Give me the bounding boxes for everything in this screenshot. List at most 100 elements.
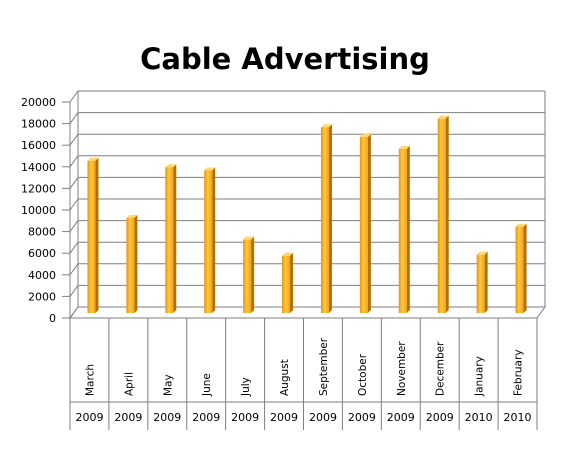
y-tick-label: 18000 [21, 118, 56, 131]
y-tick-label: 6000 [28, 247, 56, 260]
bar [165, 164, 177, 313]
side-wall-line [69, 112, 79, 124]
x-category-label: January [474, 356, 486, 397]
bar-side [367, 133, 371, 313]
bar-front [515, 226, 524, 313]
bar-front [359, 136, 368, 313]
x-category-label: April [123, 372, 135, 396]
x-category-label: March [84, 364, 96, 396]
bar-front [126, 217, 135, 313]
y-tick-label: 20000 [21, 96, 56, 109]
x-year-label: 2009 [270, 411, 298, 424]
bar-top [476, 251, 488, 255]
x-year-label: 2010 [504, 411, 532, 424]
y-tick-labels: 0 2000 4000 6000 8000 10000 12000 14000 16000 180… [21, 96, 56, 325]
x-category-label: December [435, 341, 447, 396]
bar-side [406, 145, 410, 313]
bar [398, 145, 410, 313]
bars [87, 115, 527, 314]
bar-top [165, 164, 177, 168]
x-year-label: 2010 [465, 411, 493, 424]
bar [87, 157, 99, 313]
y-tick-label: 12000 [21, 182, 56, 195]
bar-top [87, 157, 99, 161]
bar-front [398, 148, 407, 313]
bar-front [282, 255, 291, 313]
side-wall-line [69, 155, 79, 168]
bar-top [282, 252, 294, 256]
side-wall-line [69, 241, 79, 254]
bar [204, 167, 216, 313]
bar-front [476, 254, 485, 313]
bar-side [95, 157, 99, 313]
y-tick-label: 16000 [21, 139, 56, 152]
bar-front [165, 167, 174, 313]
bar-top [243, 236, 255, 240]
bar-side [523, 223, 527, 313]
bar-front [243, 239, 252, 313]
bar-side [251, 236, 255, 313]
y-tick-label: 4000 [28, 269, 56, 282]
x-category-label: August [279, 359, 291, 396]
x-year-label: 2009 [153, 411, 181, 424]
side-wall-line [69, 306, 79, 319]
bar-side [484, 251, 488, 313]
chart-title: Cable Advertising [140, 42, 430, 76]
bar-side [328, 124, 332, 314]
chart-floor [69, 306, 546, 319]
bar-top [398, 145, 410, 149]
bar [476, 251, 488, 313]
y-tick-label: 8000 [28, 226, 56, 239]
bar-top [126, 214, 138, 218]
x-year-label: 2009 [348, 411, 376, 424]
x-year-label: 2009 [192, 411, 220, 424]
bar [320, 124, 332, 314]
side-wall-line [69, 133, 79, 146]
side-wall-line [69, 90, 79, 103]
bar-front [320, 127, 329, 314]
y-tick-label: 10000 [21, 204, 56, 217]
bar [515, 223, 527, 313]
y-tick-label: 0 [49, 312, 56, 325]
axes [62, 91, 546, 319]
x-year-label: 2009 [387, 411, 415, 424]
side-wall-line [69, 285, 79, 297]
x-category-label: May [162, 374, 174, 396]
category-table: March 2009 April 2009 May 2009 June 2009 July 200… [69, 318, 538, 430]
bar-side [173, 164, 177, 313]
bar-top [437, 115, 449, 119]
bar [437, 115, 449, 313]
bar-top [515, 223, 527, 227]
x-year-label: 2009 [114, 411, 142, 424]
bar [243, 236, 255, 313]
x-year-label: 2009 [231, 411, 259, 424]
x-year-label: 2009 [75, 411, 103, 424]
x-category-label: October [357, 353, 369, 396]
bar-side [212, 167, 216, 313]
side-wall-line [69, 177, 79, 189]
bar-front [437, 118, 446, 313]
x-category-label: July [240, 377, 252, 397]
x-year-label: 2009 [309, 411, 337, 424]
x-category-label: September [318, 337, 330, 396]
bar [282, 252, 294, 313]
bar [126, 214, 138, 313]
side-wall-line [69, 220, 79, 232]
y-tick-label: 14000 [21, 161, 56, 174]
bar-front [87, 160, 96, 313]
x-year-label: 2009 [426, 411, 454, 424]
side-wall-line [69, 263, 79, 276]
bar-top [204, 167, 216, 171]
gridlines [69, 90, 546, 319]
x-category-label: February [513, 349, 525, 396]
bar-top [320, 124, 332, 128]
side-wall-line [69, 198, 79, 211]
bar-front [204, 170, 213, 313]
x-category-label: November [396, 341, 408, 396]
y-tick-label: 2000 [28, 290, 56, 303]
bar-side [445, 115, 449, 313]
x-category-label: June [201, 373, 213, 397]
bar [359, 133, 371, 313]
bar-side [290, 252, 294, 313]
